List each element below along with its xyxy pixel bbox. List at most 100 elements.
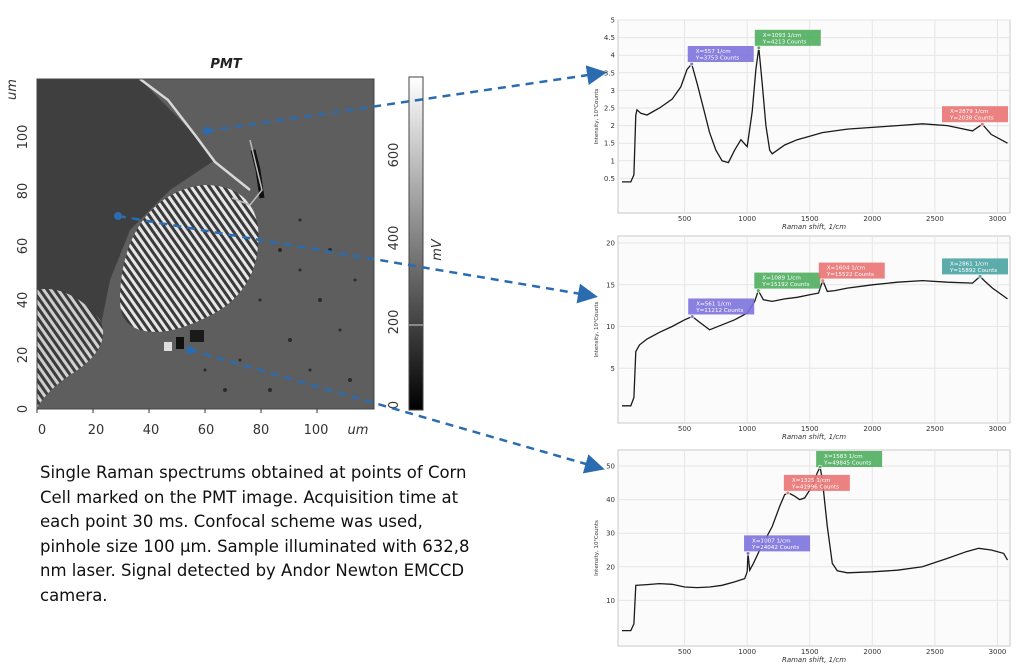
caption-line: Cell marked on the PMT image. Acquisitio… <box>40 487 459 507</box>
peak-annotation: X=1089 1/cmY=15192 Counts <box>754 272 821 293</box>
y-tick-label: 3 <box>611 87 615 95</box>
measurement-point-marker <box>203 127 211 135</box>
pmt-y-tick-label: 60 <box>16 238 31 255</box>
x-tick-label: 500 <box>678 648 691 656</box>
x-tick-label: 3000 <box>989 648 1007 656</box>
raman-spectra: 500 1000 1500 2000 2500 3000 0.5 1 1.5 2 2.5 3 3.5 4 4… <box>593 17 1011 664</box>
x-tick-label: 1500 <box>801 215 819 223</box>
annotation-x-label: X=561 1/cm <box>696 301 731 307</box>
y-tick-label: 30 <box>606 530 615 538</box>
x-tick-label: 500 <box>678 425 691 433</box>
caption-line: each point 30 ms. Confocal scheme was us… <box>40 512 423 531</box>
annotation-y-label: Y=15192 Counts <box>761 282 809 288</box>
annotation-box <box>688 298 755 315</box>
peak-marker <box>820 278 825 283</box>
spectrum-chart: 500 1000 1500 2000 2500 3000 5 10 15 20 Intensity,… <box>593 235 1011 441</box>
x-tick-label: 2500 <box>926 215 944 223</box>
pmt-y-tick-label: 80 <box>16 183 31 200</box>
peak-annotation: X=557 1/cmY=3753 Counts <box>687 46 754 67</box>
annotation-box <box>942 106 1008 123</box>
y-tick-label: 2 <box>611 122 615 130</box>
annotation-box <box>754 272 821 289</box>
peak-marker <box>745 551 751 556</box>
x-tick-label: 2500 <box>926 648 944 656</box>
y-axis-label: Intensity, 10³Counts <box>593 301 600 357</box>
pmt-x-tick-label: 20 <box>88 423 105 438</box>
peak-annotation: X=1093 1/cmY=4213 Counts <box>754 29 821 50</box>
peak-annotation: X=1325 1/cmY=41996 Counts <box>783 474 850 495</box>
x-axis-label: Raman shift, 1/cm <box>782 433 846 441</box>
annotation-x-label: X=1089 1/cm <box>762 276 801 282</box>
annotation-x-label: X=2879 1/cm <box>950 109 989 115</box>
x-tick-label: 3000 <box>989 215 1007 223</box>
x-tick-label: 2000 <box>863 648 881 656</box>
colorbar-unit-label: mV <box>430 238 445 261</box>
pmt-x-tick-label: 100 <box>304 423 329 438</box>
spectrum-chart: 500 1000 1500 2000 2500 3000 0.5 1 1.5 2 2.5 3 3.5 4 4… <box>593 17 1011 231</box>
connector-arrow <box>189 348 605 474</box>
annotation-y-label: Y=24042 Counts <box>751 545 799 551</box>
peak-annotation: X=2879 1/cmY=2038 Counts <box>942 106 1008 127</box>
colorbar-tick-label: 0 <box>387 401 402 409</box>
x-tick-label: 2000 <box>863 425 881 433</box>
pmt-y-tick-label: 0 <box>16 405 31 413</box>
annotation-y-label: Y=15522 Counts <box>826 272 874 278</box>
connector-arrow <box>206 65 607 133</box>
point-connectors <box>114 65 607 474</box>
y-tick-label: 0.5 <box>604 175 615 183</box>
pmt-x-unit: um <box>348 423 369 438</box>
caption-line: Single Raman spectrums obtained at point… <box>40 463 467 482</box>
annotation-x-label: X=1325 1/cm <box>792 478 831 484</box>
annotation-x-label: X=557 1/cm <box>696 49 731 55</box>
pmt-image-panel: PMT um <box>5 57 445 438</box>
figure-caption: Single Raman spectrums obtained at point… <box>40 461 540 608</box>
pmt-y-unit: um <box>5 79 20 100</box>
annotation-y-label: Y=3753 Counts <box>695 56 740 62</box>
x-tick-label: 2500 <box>926 425 944 433</box>
pmt-x-axis: 0 20 40 60 80 100 um <box>36 409 369 438</box>
peak-annotation: X=1604 1/cmY=15522 Counts <box>818 262 885 283</box>
y-tick-label: 3.5 <box>604 69 615 77</box>
pmt-x-tick-label: 0 <box>38 423 46 438</box>
annotation-box <box>754 29 821 46</box>
measurement-point-marker <box>186 346 194 354</box>
annotation-x-label: X=2861 1/cm <box>950 261 989 267</box>
caption-line: nm laser. Signal detected by Andor Newto… <box>40 561 465 580</box>
pmt-y-tick-label: 100 <box>16 125 31 150</box>
annotation-box <box>687 46 754 62</box>
peak-annotation: X=1583 1/cmY=49845 Counts <box>816 451 883 470</box>
x-tick-label: 1000 <box>738 215 756 223</box>
y-tick-label: 4 <box>611 52 616 60</box>
peak-annotation: X=2861 1/cmY=15892 Counts <box>942 258 1008 279</box>
annotation-box <box>783 474 850 491</box>
x-tick-label: 500 <box>678 215 691 223</box>
caption-line: pinhole size 100 µm. Sample illuminated … <box>40 536 470 556</box>
pmt-y-tick-label: 40 <box>16 292 31 309</box>
y-axis-label: Intensity, 10³Counts <box>593 88 600 144</box>
pmt-y-tick-label: 20 <box>16 347 31 364</box>
annotation-box <box>818 262 885 279</box>
x-tick-label: 1000 <box>738 425 756 433</box>
x-tick-label: 2000 <box>863 215 881 223</box>
annotation-y-label: Y=49845 Counts <box>823 461 871 467</box>
x-tick-label: 3000 <box>989 425 1007 433</box>
spectrum-chart: 500 1000 1500 2000 2500 3000 10 20 30 40 50 Intensi… <box>593 449 1011 664</box>
connector-arrow <box>117 214 598 304</box>
annotation-y-label: Y=41996 Counts <box>791 484 839 490</box>
y-tick-label: 5 <box>611 17 615 25</box>
pmt-x-tick-label: 40 <box>143 423 160 438</box>
caption-line: camera. <box>40 585 108 605</box>
peak-marker <box>980 122 985 127</box>
y-tick-label: 10 <box>606 597 615 605</box>
x-tick-label: 1500 <box>801 648 819 656</box>
y-tick-label: 40 <box>606 496 615 504</box>
annotation-y-label: Y=11212 Counts <box>695 308 743 314</box>
y-tick-label: 15 <box>606 281 615 289</box>
y-tick-label: 10 <box>606 323 615 331</box>
y-tick-label: 1 <box>611 157 615 165</box>
y-axis-label: Intensity, 10³Counts <box>593 520 600 576</box>
peak-marker <box>785 490 790 495</box>
annotation-x-label: X=1604 1/cm <box>827 266 866 272</box>
y-tick-label: 20 <box>606 240 615 248</box>
annotation-y-label: Y=4213 Counts <box>762 39 807 45</box>
